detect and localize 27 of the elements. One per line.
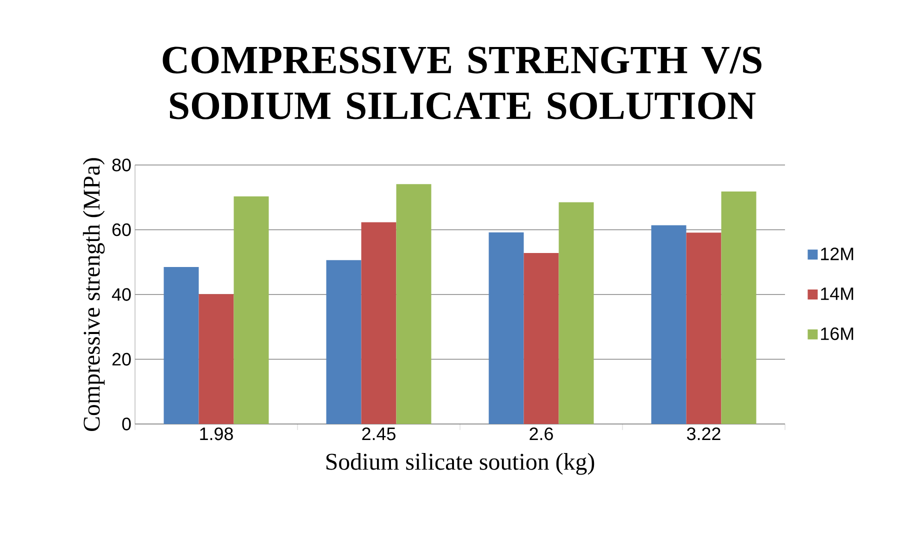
x-tick-label: 3.22 bbox=[686, 427, 720, 440]
bar bbox=[488, 232, 524, 424]
y-axis-title: Compressive strength (MPa) bbox=[82, 158, 105, 431]
bar bbox=[651, 225, 686, 424]
bar bbox=[234, 196, 269, 424]
x-tick-label: 2.6 bbox=[530, 427, 553, 440]
y-tick-label: 0 bbox=[122, 418, 131, 430]
bar bbox=[721, 192, 756, 424]
legend-label: 14M bbox=[821, 288, 854, 300]
y-tick-label: 60 bbox=[112, 223, 131, 236]
bar bbox=[361, 222, 396, 424]
y-tick-label: 80 bbox=[112, 158, 131, 172]
x-axis-title: Sodium silicate soution (kg) bbox=[326, 453, 594, 475]
x-tick-label: 2.45 bbox=[362, 427, 396, 440]
bar bbox=[396, 184, 432, 424]
bar bbox=[524, 253, 559, 424]
legend-label: 16M bbox=[821, 327, 854, 340]
bar bbox=[198, 294, 234, 424]
bar bbox=[686, 232, 722, 424]
bar bbox=[164, 266, 199, 424]
chart-title: COMPRESSIVE STRENGTH V/S SODIUM SILICATE SOLUTION bbox=[162, 46, 762, 120]
y-tick-label: 20 bbox=[112, 352, 131, 366]
x-tick-label: 1.98 bbox=[200, 427, 233, 440]
legend-label: 12M bbox=[821, 248, 854, 260]
bar bbox=[558, 202, 594, 424]
bar bbox=[326, 260, 362, 424]
y-tick-label: 40 bbox=[112, 288, 131, 301]
